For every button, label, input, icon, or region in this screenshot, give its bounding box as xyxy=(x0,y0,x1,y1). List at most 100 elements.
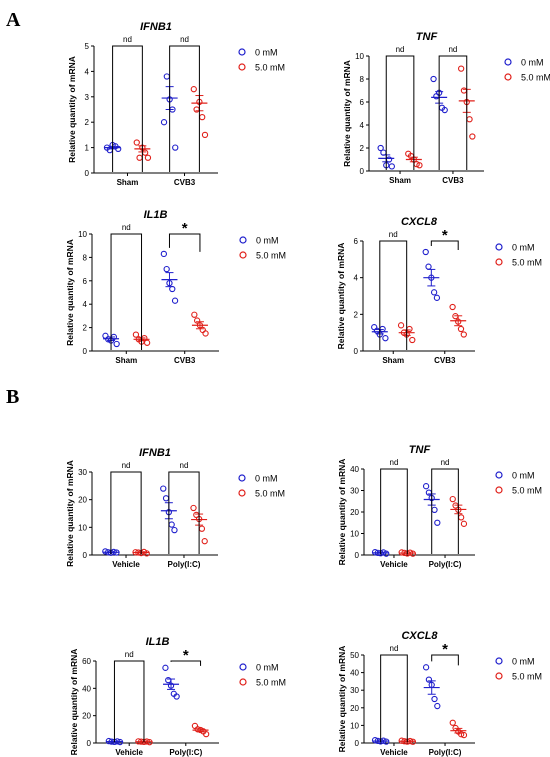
y-tick-label: 5 xyxy=(85,42,90,51)
data-point xyxy=(425,263,432,270)
y-tick-label: 20 xyxy=(78,496,87,505)
chart-3: IL1B Relative quantity of mRNA 0 2 4 6 8 10 Sham… xyxy=(65,209,286,365)
data-point xyxy=(383,550,390,557)
legend-label: 0 mM xyxy=(521,58,544,68)
significance-label: * xyxy=(183,647,189,664)
data-point xyxy=(433,93,440,100)
y-tick-label: 20 xyxy=(350,704,359,713)
legend-marker xyxy=(239,663,247,671)
data-point xyxy=(449,495,456,503)
comparison-bracket xyxy=(380,468,408,554)
data-point xyxy=(198,525,206,532)
data-point xyxy=(193,106,200,113)
data-point xyxy=(132,331,140,338)
data-point xyxy=(193,317,201,324)
y-axis-label: Relative quantity of mRNA xyxy=(65,460,75,567)
legend-marker xyxy=(504,58,512,66)
significance-label: nd xyxy=(125,650,134,659)
y-tick-label: 8 xyxy=(360,75,365,84)
chart-title: TNF xyxy=(409,444,431,456)
data-point xyxy=(460,87,468,94)
y-axis-label: Relative quantity of mRNA xyxy=(337,459,347,566)
chart-title: IFNB1 xyxy=(139,447,171,459)
data-point xyxy=(199,326,206,334)
y-axis-label: Relative quantity of mRNA xyxy=(69,649,79,756)
data-point xyxy=(434,702,441,710)
significance-label: nd xyxy=(180,461,189,470)
x-tick-label: Poly(I:C) xyxy=(168,560,201,569)
chart-title: IL1B xyxy=(144,209,168,221)
data-point xyxy=(162,495,170,502)
y-tick-label: 2 xyxy=(83,324,88,333)
legend-label: 5.0 mM xyxy=(256,251,286,261)
y-tick-label: 10 xyxy=(78,523,87,532)
data-point xyxy=(190,504,197,512)
charts-group: IFNB1 Relative quantity of mRNA 0 1 2 3 4 5 Sham… xyxy=(65,21,550,757)
legend-marker xyxy=(495,471,503,479)
legend-label: 5.0 mM xyxy=(512,672,542,682)
legend-marker xyxy=(238,48,246,56)
y-tick-label: 0 xyxy=(360,167,365,176)
x-tick-label: Poly(I:C) xyxy=(169,748,202,757)
legend-label: 5.0 mM xyxy=(512,486,542,496)
data-point xyxy=(191,311,198,318)
chart-8: CXCL8 Relative quantity of mRNA 0 10 20 30 40 5… xyxy=(337,630,542,757)
significance-label: nd xyxy=(123,35,132,44)
y-tick-label: 6 xyxy=(354,237,359,246)
x-tick-label: CVB3 xyxy=(174,356,196,365)
y-tick-label: 6 xyxy=(83,277,88,286)
significance-label: * xyxy=(442,641,448,658)
y-tick-label: 60 xyxy=(82,657,91,666)
data-point xyxy=(173,693,180,700)
y-tick-label: 50 xyxy=(350,651,359,660)
legend-label: 0 mM xyxy=(255,474,278,484)
data-point xyxy=(143,550,150,557)
legend-label: 0 mM xyxy=(256,236,279,246)
data-point xyxy=(169,285,176,293)
comparison-bracket xyxy=(431,654,459,666)
data-point xyxy=(409,336,416,344)
data-point xyxy=(460,731,468,739)
data-point xyxy=(397,322,405,329)
significance-label: nd xyxy=(389,230,398,239)
data-point xyxy=(202,330,209,337)
data-point xyxy=(201,538,208,545)
data-point xyxy=(457,514,465,521)
legend-marker xyxy=(238,474,246,482)
chart-2: TNF Relative quantity of mRNA 0 2 4 6 8 10 Sham C… xyxy=(342,31,550,185)
y-tick-label: 10 xyxy=(78,230,87,239)
y-tick-label: 40 xyxy=(82,684,91,693)
data-point xyxy=(199,113,206,121)
x-tick-label: Vehicle xyxy=(112,560,140,569)
data-point xyxy=(133,139,140,146)
legend-marker xyxy=(239,251,247,259)
y-tick-label: 0 xyxy=(85,169,90,178)
data-point xyxy=(469,133,476,140)
data-point xyxy=(434,519,441,526)
data-point xyxy=(425,489,433,496)
comparison-bracket xyxy=(170,660,202,666)
data-point xyxy=(382,335,389,342)
data-point xyxy=(457,731,465,738)
significance-label: * xyxy=(182,220,188,237)
comparison-bracket xyxy=(110,233,143,350)
comparison-bracket xyxy=(431,468,459,554)
data-point xyxy=(430,289,438,296)
y-axis-label: Relative quantity of mRNA xyxy=(65,239,75,346)
y-tick-label: 40 xyxy=(350,669,359,678)
data-point xyxy=(416,162,423,169)
data-point xyxy=(422,483,430,490)
y-axis-label: Relative quantity of mRNA xyxy=(336,243,346,350)
significance-label: nd xyxy=(390,458,399,467)
chart-title: CXCL8 xyxy=(401,216,438,228)
data-point xyxy=(171,297,179,304)
significance-label: nd xyxy=(441,458,450,467)
y-tick-label: 0 xyxy=(87,739,92,748)
comparison-bracket xyxy=(113,660,145,742)
y-tick-label: 0 xyxy=(355,551,360,560)
data-point xyxy=(449,303,456,311)
comparison-bracket xyxy=(169,45,200,172)
data-point xyxy=(201,131,209,139)
data-point xyxy=(171,526,178,534)
data-point xyxy=(460,331,467,338)
